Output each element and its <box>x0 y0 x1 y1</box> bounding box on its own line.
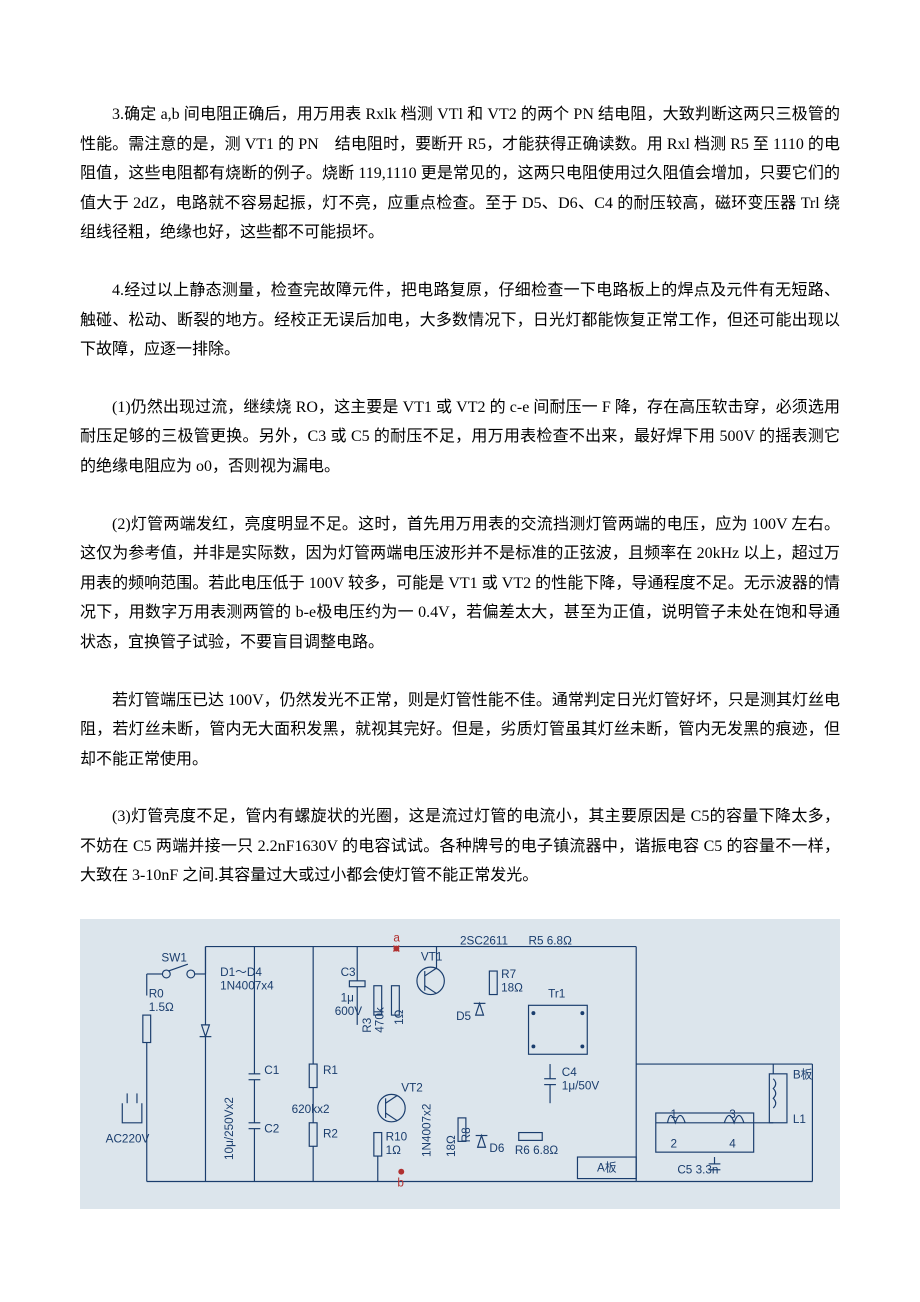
label-l1: L1 <box>793 1113 806 1126</box>
label-t4: 4 <box>729 1137 736 1150</box>
paragraph-4: 4.经过以上静态测量，检查完故障元件，把电路复原，仔细检查一下电路板上的焊点及元… <box>80 276 840 365</box>
paragraph-3: 3.确定 a,b 间电阻正确后，用万用表 Rxlk 档测 VTl 和 VT2 的… <box>80 100 840 248</box>
label-r5: R5 6.8Ω <box>529 935 573 948</box>
label-d1d4: D1～D4 <box>220 966 262 979</box>
label-b: b <box>397 1176 404 1189</box>
label-d1d4-val: 1N4007x4 <box>220 980 274 993</box>
circuit-schematic: AC220V SW1 R0 1.5Ω D1～D4 1N4007x4 C1 C2 … <box>88 927 832 1201</box>
label-r6: R6 6.8Ω <box>515 1144 559 1157</box>
paragraph-4-2b: 若灯管端压已达 100V，仍然发光不正常，则是灯管性能不佳。通常判定日光灯管好坏… <box>80 686 840 775</box>
label-r0: R0 <box>149 988 164 1001</box>
label-r10-val: 1Ω <box>386 1144 402 1157</box>
label-r7: R7 <box>501 968 516 981</box>
label-c3-val: 1μ <box>341 991 354 1004</box>
label-board-a: A板 <box>597 1161 617 1175</box>
paragraph-4-3: (3)灯管亮度不足，管内有螺旋状的光圈，这是流过灯管的电流小，其主要原因是 C5… <box>80 802 840 891</box>
label-c4-val: 1μ/50V <box>562 1080 600 1093</box>
label-r1r2-val: 620kx2 <box>292 1103 330 1116</box>
label-r0-val: 1.5Ω <box>149 1001 174 1014</box>
label-ac220v: AC220V <box>106 1132 150 1145</box>
label-c1c2-val: 10μ/250Vx2 <box>223 1097 236 1160</box>
label-c5: C5 3.3n <box>677 1164 718 1177</box>
label-d6: D6 <box>489 1142 504 1155</box>
label-r9-val: 1Ω <box>393 1009 406 1025</box>
label-sw1: SW1 <box>161 951 186 964</box>
label-r7-val: 18Ω <box>501 982 523 995</box>
circuit-diagram-container: AC220V SW1 R0 1.5Ω D1～D4 1N4007x4 C1 C2 … <box>80 919 840 1209</box>
label-vt2: VT2 <box>401 1082 423 1095</box>
label-c1: C1 <box>264 1064 279 1077</box>
label-vt1: VT1 <box>421 950 443 963</box>
label-r8-val: 18Ω <box>445 1135 458 1157</box>
label-r3-val: 470k <box>374 1007 387 1033</box>
label-r10: R10 <box>386 1130 408 1143</box>
paragraph-4-1: (1)仍然出现过流，继续烧 RO，这主要是 VT1 或 VT2 的 c-e 间耐… <box>80 393 840 482</box>
label-r3: R3 <box>361 1017 374 1032</box>
label-tr1: Tr1 <box>548 988 565 1001</box>
label-vt-type: 2SC2611 <box>460 935 508 948</box>
label-r1: R1 <box>323 1064 338 1077</box>
label-r2: R2 <box>323 1128 338 1141</box>
label-c3: C3 <box>341 966 356 979</box>
label-d5d6-val: 1N4007x2 <box>421 1104 434 1158</box>
label-r8: R8 <box>460 1127 473 1142</box>
label-board-b: B板 <box>793 1068 813 1082</box>
label-a: a <box>393 932 400 945</box>
paragraph-4-2: (2)灯管两端发红，亮度明显不足。这时，首先用万用表的交流挡测灯管两端的电压，应… <box>80 510 840 658</box>
label-d5: D5 <box>456 1010 471 1023</box>
label-c4: C4 <box>562 1066 577 1079</box>
label-c2: C2 <box>264 1123 279 1136</box>
label-c3-volt: 600V <box>335 1005 363 1018</box>
label-t2: 2 <box>670 1137 677 1150</box>
